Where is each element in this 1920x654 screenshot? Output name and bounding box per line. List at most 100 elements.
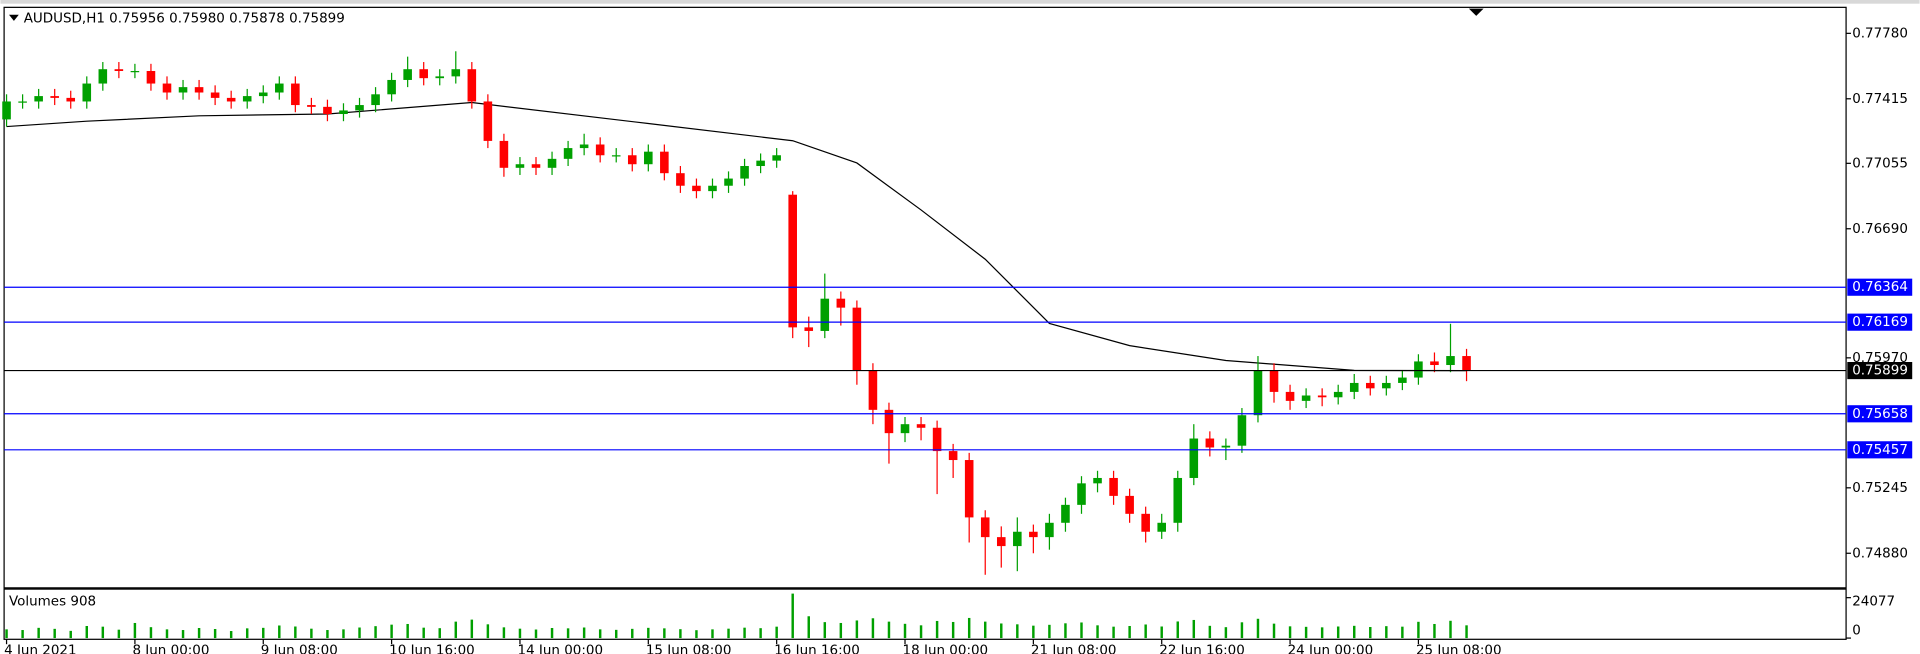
candle-body bbox=[1430, 361, 1439, 366]
volume-bar bbox=[1144, 624, 1147, 639]
volume-bar bbox=[165, 629, 169, 639]
candle-body bbox=[563, 148, 573, 159]
candle-body bbox=[852, 307, 862, 371]
candle-body bbox=[1446, 356, 1455, 366]
candle-body bbox=[194, 87, 204, 93]
candle-body bbox=[595, 144, 605, 156]
candle-body bbox=[1173, 477, 1183, 523]
volume-bar bbox=[1000, 623, 1003, 639]
volume-bar bbox=[775, 626, 778, 639]
volume-bar bbox=[85, 625, 88, 639]
candle-body bbox=[1045, 522, 1054, 538]
candle-body bbox=[419, 69, 428, 79]
x-tick-label: 4 Jun 2021 bbox=[4, 642, 76, 654]
volume-bar bbox=[213, 629, 217, 639]
volume-panel-frame bbox=[3, 588, 1847, 640]
volume-bar bbox=[310, 628, 313, 639]
candle-body bbox=[339, 110, 348, 115]
volume-bar bbox=[133, 622, 137, 639]
candle-body bbox=[1093, 477, 1102, 484]
y-tick-label: 0.75245 bbox=[1852, 480, 1908, 496]
candle-body bbox=[66, 97, 76, 102]
volume-bar bbox=[534, 629, 538, 639]
candle-body bbox=[980, 517, 990, 538]
volume-bar bbox=[101, 626, 105, 639]
candle-body bbox=[34, 96, 43, 102]
candle-body bbox=[724, 178, 733, 186]
volume-bar bbox=[454, 621, 458, 639]
candle-body bbox=[146, 70, 156, 84]
candle-body bbox=[868, 370, 878, 410]
candle-body bbox=[18, 101, 27, 103]
volume-bar bbox=[550, 628, 554, 639]
candle-body bbox=[1061, 504, 1070, 523]
menu-triangle[interactable] bbox=[9, 14, 19, 21]
volume-y-tick-label: 0 bbox=[1852, 623, 1861, 639]
x-tick-label: 16 Jun 16:00 bbox=[774, 642, 860, 654]
volume-bar bbox=[1336, 626, 1340, 639]
price-level-label: 0.76169 bbox=[1852, 314, 1908, 330]
volume-bar bbox=[1320, 627, 1324, 639]
candle-body bbox=[627, 155, 637, 165]
x-tick-label: 14 Jun 00:00 bbox=[518, 642, 604, 654]
candle-body bbox=[387, 79, 396, 95]
volume-bar bbox=[807, 616, 810, 639]
volume-bar bbox=[518, 628, 522, 639]
candle-body bbox=[467, 69, 477, 102]
candle-body bbox=[98, 69, 108, 84]
candle-body bbox=[1109, 477, 1118, 496]
volume-bar bbox=[1176, 621, 1179, 639]
volume-bar bbox=[69, 630, 72, 639]
volume-bar bbox=[1304, 626, 1308, 639]
candle-body bbox=[1029, 531, 1038, 538]
candle-body bbox=[756, 160, 765, 167]
candle-body bbox=[916, 424, 926, 428]
candle-body bbox=[1253, 370, 1263, 416]
volume-bar bbox=[229, 631, 233, 639]
candle-body bbox=[1013, 531, 1022, 547]
volume-bar bbox=[759, 628, 762, 639]
volume-bar bbox=[631, 628, 634, 639]
candle-body bbox=[323, 106, 332, 115]
candle-body bbox=[178, 87, 188, 93]
candle-body bbox=[788, 194, 797, 328]
volume-bar bbox=[1369, 627, 1372, 639]
volume-bar bbox=[1353, 625, 1356, 639]
volume-bar bbox=[1032, 625, 1035, 639]
price-level-label: 0.75899 bbox=[1852, 363, 1908, 379]
volume-bar bbox=[663, 628, 666, 639]
candle-body bbox=[1189, 438, 1199, 478]
candle-body bbox=[403, 69, 412, 80]
price-level-tag bbox=[1847, 441, 1913, 459]
volume-bar bbox=[406, 623, 409, 639]
volume-bar bbox=[1449, 620, 1452, 639]
candle-body bbox=[836, 298, 846, 308]
volume-bar bbox=[262, 627, 265, 639]
moving-average-line bbox=[6, 101, 1467, 372]
volume-bar bbox=[839, 622, 843, 639]
price-level-label: 0.75457 bbox=[1852, 442, 1908, 458]
volume-bar bbox=[903, 623, 907, 639]
candle-body bbox=[1077, 483, 1086, 505]
candle-body bbox=[804, 327, 814, 331]
volume-bar bbox=[1208, 625, 1212, 639]
candle-body bbox=[820, 298, 830, 331]
x-tick-label: 9 Jun 08:00 bbox=[261, 642, 338, 654]
volume-bar bbox=[1465, 625, 1468, 639]
candle-body bbox=[579, 144, 589, 149]
candle-body bbox=[307, 105, 316, 107]
candle-body bbox=[226, 97, 236, 102]
y-tick-label: 0.77780 bbox=[1852, 25, 1908, 41]
candle-body bbox=[210, 92, 220, 98]
volume-bar bbox=[37, 627, 40, 639]
shift-marker[interactable] bbox=[1468, 8, 1484, 16]
price-level-tag bbox=[1847, 362, 1913, 380]
candle-body bbox=[1462, 356, 1471, 371]
candle-body bbox=[611, 155, 621, 157]
candle-body bbox=[499, 140, 509, 168]
candle-body bbox=[291, 83, 300, 106]
candle-body bbox=[1141, 513, 1150, 532]
volume-bar bbox=[1160, 626, 1163, 639]
